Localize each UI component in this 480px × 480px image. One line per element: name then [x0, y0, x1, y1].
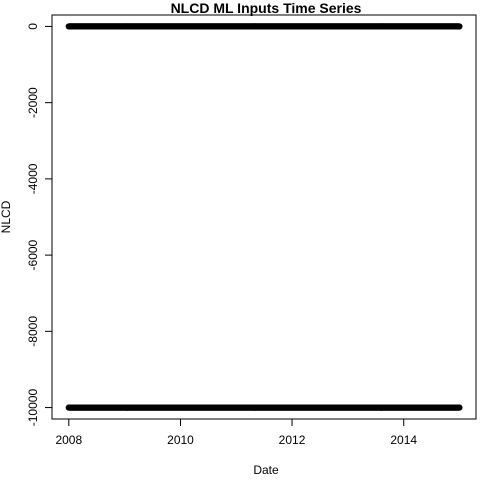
x-tick-label: 2012 [279, 433, 306, 447]
x-tick-label: 2014 [390, 433, 417, 447]
data-points [65, 23, 463, 411]
y-tick-label: -8000 [26, 316, 40, 347]
y-tick-label: -10000 [26, 389, 40, 427]
x-axis: 2008 2010 2012 2014 [55, 418, 417, 447]
y-tick-label: -4000 [26, 163, 40, 194]
y-tick-label: 0 [26, 23, 40, 30]
y-tick-label: -2000 [26, 87, 40, 118]
y-axis: 0 -2000 -4000 -6000 -8000 -10000 [26, 23, 53, 427]
data-point [456, 23, 463, 30]
x-tick-label: 2010 [167, 433, 194, 447]
y-tick-label: -6000 [26, 239, 40, 270]
chart-title: NLCD ML Inputs Time Series [171, 0, 362, 16]
x-tick-label: 2008 [55, 433, 82, 447]
